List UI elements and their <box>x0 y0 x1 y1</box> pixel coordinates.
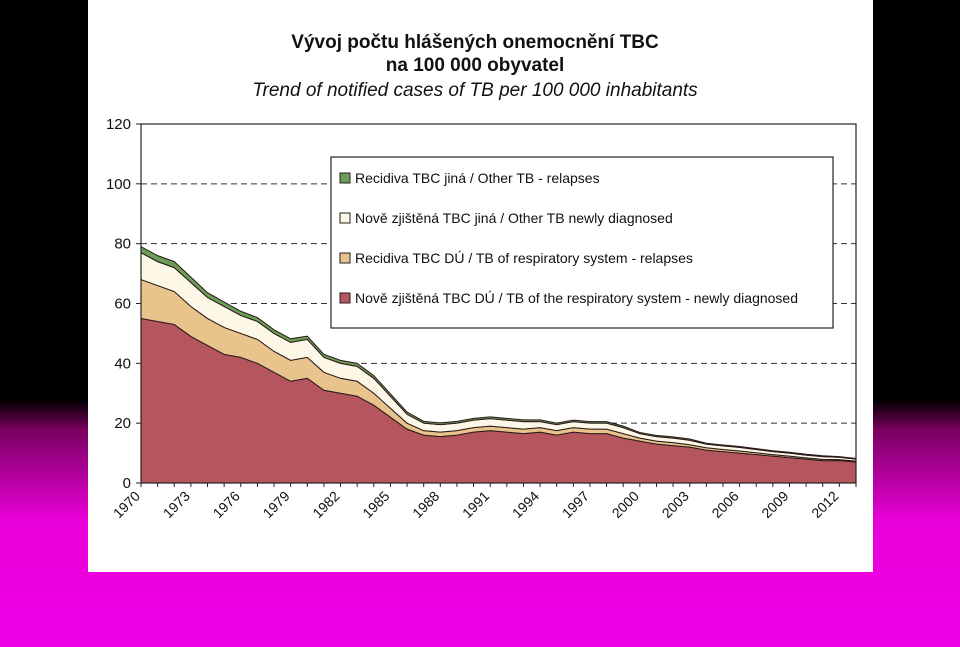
x-tick-label: 1979 <box>259 488 292 521</box>
chart-title-line-2: na 100 000 obyvatel <box>386 55 565 76</box>
x-tick-label: 2003 <box>658 488 691 521</box>
tb-trend-chart: Vývoj počtu hlášených onemocnění TBC na … <box>106 32 857 521</box>
legend-swatch-3 <box>339 172 351 184</box>
x-tick-label: 1997 <box>559 488 592 521</box>
x-tick-label: 1991 <box>459 488 492 521</box>
x-tick-label: 2006 <box>708 488 741 521</box>
y-tick-label: 120 <box>106 116 131 133</box>
x-axis-ticks: 1970 1973 1976 1979 1982 1985 1988 1991 1994 1997… <box>110 483 857 521</box>
legend-box <box>330 156 834 329</box>
x-tick-label: 1973 <box>160 488 193 521</box>
legend: Recidiva TBC jiná / Other TB - relapses N… <box>330 156 834 329</box>
y-tick-label: 60 <box>114 296 131 313</box>
legend-label-1: Recidiva TBC DÚ / TB of respiratory syst… <box>355 250 693 266</box>
y-tick-label: 40 <box>114 355 131 372</box>
legend-swatch-0 <box>339 292 351 304</box>
x-tick-label: 1988 <box>409 488 442 521</box>
x-tick-label: 1976 <box>210 488 243 521</box>
x-tick-label: 1985 <box>359 488 392 521</box>
y-axis-ticks: 0 20 40 60 80 100 120 <box>106 116 141 492</box>
legend-swatch-2 <box>339 212 351 224</box>
x-tick-label: 2000 <box>609 488 642 521</box>
x-tick-label: 1982 <box>309 488 342 521</box>
y-tick-label: 80 <box>114 236 131 253</box>
legend-label-3: Recidiva TBC jiná / Other TB - relapses <box>355 170 600 186</box>
y-tick-label: 100 <box>106 176 131 193</box>
x-tick-label: 1970 <box>110 488 143 521</box>
legend-label-2: Nově zjištěná TBC jiná / Other TB newly … <box>355 210 673 226</box>
x-tick-label: 1994 <box>509 488 542 521</box>
y-tick-label: 20 <box>114 415 131 432</box>
y-tick-label: 0 <box>123 475 131 492</box>
x-tick-label: 2012 <box>808 488 841 521</box>
chart-title-line-1: Vývoj počtu hlášených onemocnění TBC <box>291 32 659 53</box>
x-tick-label: 2009 <box>758 488 791 521</box>
chart-subtitle: Trend of notified cases of TB per 100 00… <box>252 80 698 101</box>
legend-swatch-1 <box>339 252 351 264</box>
legend-label-0: Nově zjištěná TBC DÚ / TB of the respira… <box>355 290 798 306</box>
chart-panel: Vývoj počtu hlášených onemocnění TBC na … <box>88 0 873 572</box>
